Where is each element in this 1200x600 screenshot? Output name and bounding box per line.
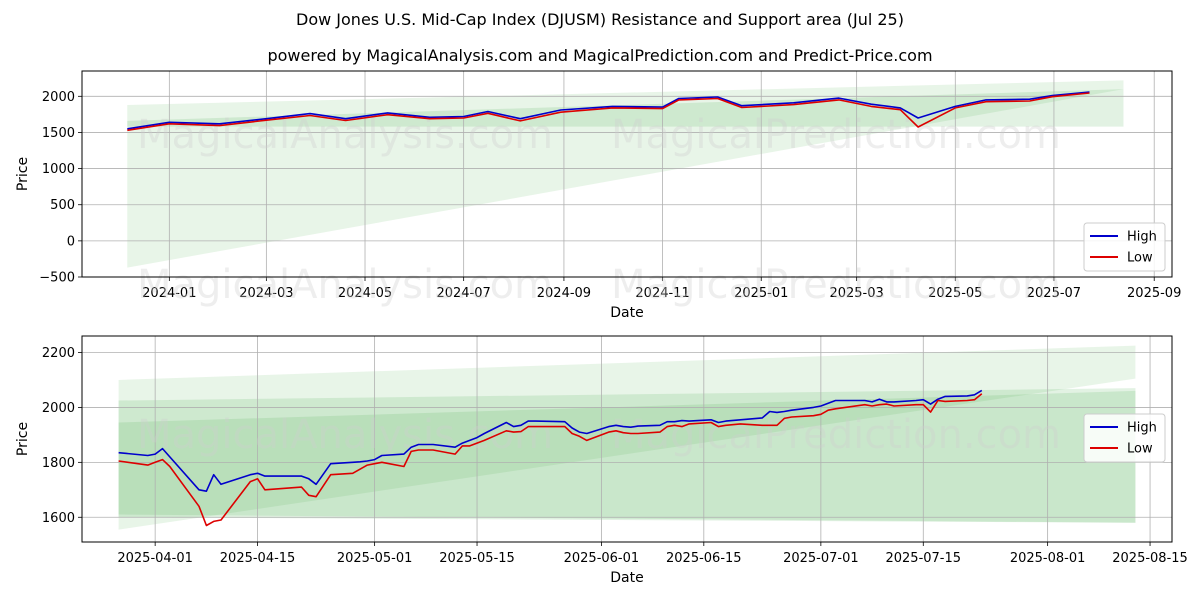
x-tick-label: 2025-07-15 [885, 551, 961, 566]
series-line-low [118, 393, 983, 527]
chart-subtitle: powered by MagicalAnalysis.com and Magic… [267, 46, 933, 65]
y-axis-label: Price [15, 157, 31, 191]
support-resistance-band [118, 390, 1136, 523]
y-tick-label: 1600 [42, 511, 75, 526]
chart-panel-1: 2024-01 2024-03 2024-05 2024-07 2024-09 2024-… [15, 70, 1181, 321]
support-resistance-band [118, 388, 1136, 523]
legend-label-high: High [1127, 421, 1157, 436]
x-tick-label: 2025-03 [829, 286, 883, 301]
x-tick-label: 2025-04-01 [117, 551, 193, 566]
series-line-high [118, 389, 983, 493]
plot-frame [81, 335, 1173, 543]
y-tick-label: 1500 [42, 126, 75, 141]
series-line-high [127, 91, 1090, 130]
x-tick-label: 2024-09 [537, 286, 591, 301]
x-tick-label: 2024-11 [635, 286, 689, 301]
plot-frame [81, 70, 1173, 278]
x-tick-label: 2025-09 [1127, 286, 1181, 301]
watermark-text: MagicalPrediction.com [611, 262, 1061, 308]
x-tick-label: 2025-08-15 [1112, 551, 1188, 566]
x-tick-label: 2025-05-15 [439, 551, 515, 566]
x-tick-label: 2024-07 [436, 286, 490, 301]
y-tick-label: 500 [50, 198, 75, 213]
chart-title: Dow Jones U.S. Mid-Cap Index (DJUSM) Res… [296, 10, 904, 29]
support-resistance-band [127, 80, 1124, 268]
y-tick-label: 1800 [42, 456, 75, 471]
y-tick-label: 2000 [42, 401, 75, 416]
chart-panel-2: 2025-04-01 2025-04-15 2025-05-01 2025-05-15… [15, 335, 1188, 586]
y-tick-label: −500 [39, 271, 75, 286]
series-line-low [127, 92, 1090, 132]
x-axis-label: Date [610, 305, 643, 321]
y-tick-label: 2000 [42, 90, 75, 105]
watermark-text: MagicalPrediction.com [611, 112, 1061, 158]
x-tick-label: 2025-05-01 [337, 551, 413, 566]
x-tick-label: 2025-06-01 [564, 551, 640, 566]
x-tick-label: 2025-06-15 [666, 551, 742, 566]
x-tick-label: 2025-01 [734, 286, 788, 301]
legend-label-low: Low [1127, 251, 1153, 266]
y-tick-label: 1000 [42, 162, 75, 177]
x-tick-label: 2025-04-15 [220, 551, 296, 566]
y-tick-label: 0 [67, 234, 75, 249]
y-tick-label: 2200 [42, 346, 75, 361]
x-axis-label: Date [610, 570, 643, 586]
x-tick-label: 2025-05 [928, 286, 982, 301]
watermark-text: MagicalPrediction.com [611, 412, 1061, 458]
legend-label-low: Low [1127, 442, 1153, 457]
y-axis-label: Price [15, 422, 31, 456]
watermark-text: MagicalAnalysis.com [137, 412, 553, 458]
watermark-text: MagicalAnalysis.com [137, 262, 553, 308]
x-tick-label: 2024-01 [142, 286, 196, 301]
x-tick-label: 2025-07-01 [783, 551, 859, 566]
x-tick-label: 2025-08-01 [1010, 551, 1086, 566]
x-tick-label: 2024-03 [239, 286, 293, 301]
support-resistance-band [118, 345, 1136, 530]
x-tick-label: 2024-05 [338, 286, 392, 301]
legend-label-high: High [1127, 230, 1157, 245]
x-tick-label: 2025-07 [1027, 286, 1081, 301]
